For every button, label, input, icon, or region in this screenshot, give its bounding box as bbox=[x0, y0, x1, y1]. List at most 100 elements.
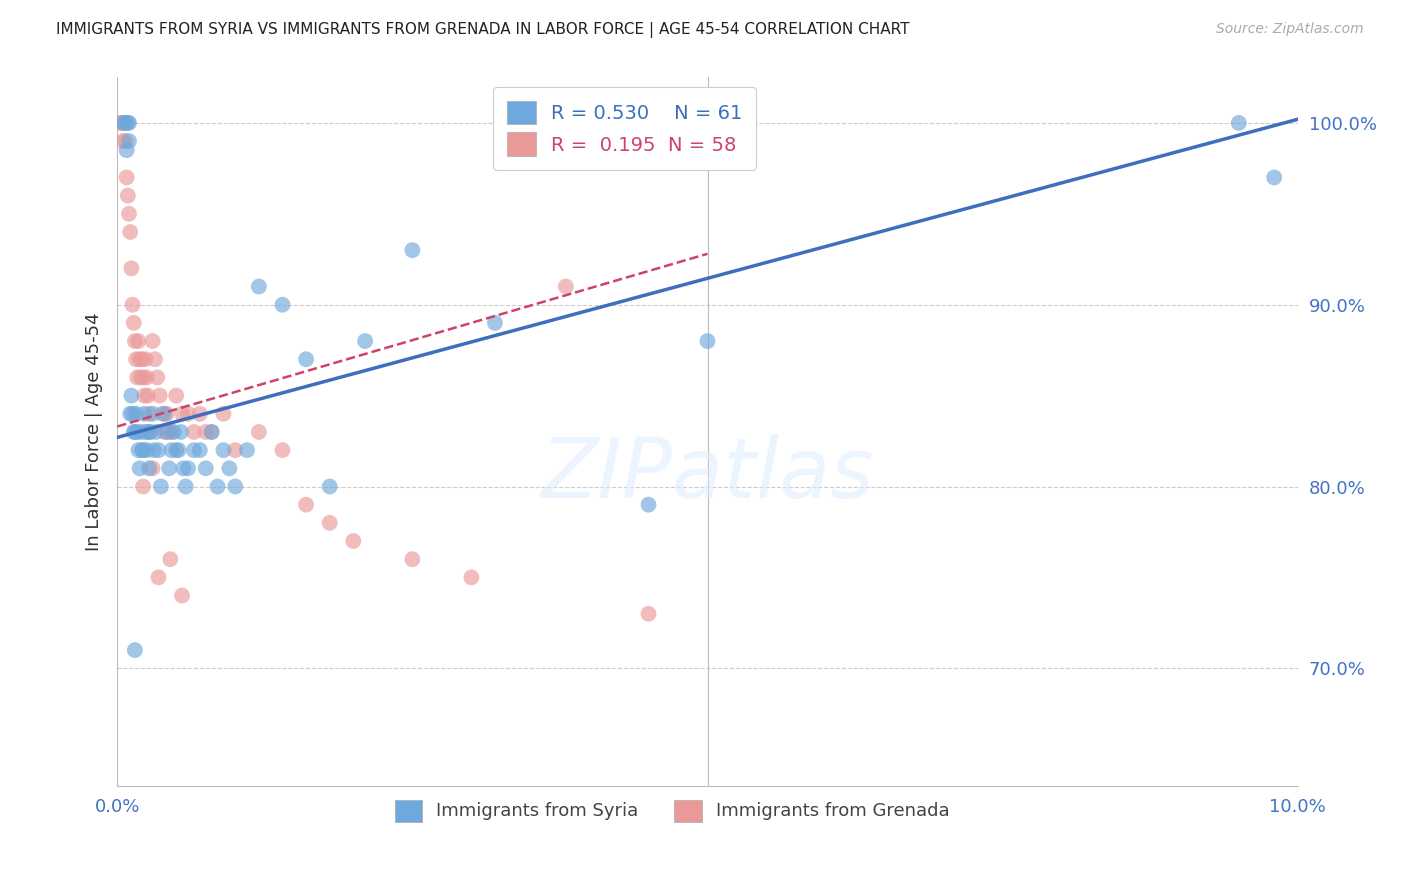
Legend: Immigrants from Syria, Immigrants from Grenada: Immigrants from Syria, Immigrants from G… bbox=[382, 787, 962, 834]
Point bbox=[271, 298, 294, 312]
Point bbox=[117, 188, 139, 202]
Point bbox=[172, 461, 194, 475]
Point bbox=[115, 170, 138, 185]
Point bbox=[207, 479, 229, 493]
Point bbox=[295, 498, 318, 512]
Point bbox=[118, 116, 141, 130]
Point bbox=[127, 425, 149, 439]
Point bbox=[142, 461, 165, 475]
Point bbox=[172, 407, 194, 421]
Point bbox=[156, 425, 179, 439]
Point bbox=[131, 352, 153, 367]
Point bbox=[183, 443, 205, 458]
Point bbox=[125, 407, 148, 421]
Point bbox=[129, 425, 152, 439]
Point bbox=[134, 407, 156, 421]
Point bbox=[218, 461, 240, 475]
Point bbox=[188, 407, 211, 421]
Point bbox=[148, 443, 170, 458]
Point bbox=[127, 443, 149, 458]
Point bbox=[401, 243, 423, 257]
Point bbox=[149, 388, 172, 402]
Point bbox=[165, 388, 187, 402]
Text: ZIPatlas: ZIPatlas bbox=[541, 434, 875, 515]
Point bbox=[188, 443, 211, 458]
Point bbox=[247, 425, 270, 439]
Point bbox=[295, 352, 318, 367]
Point bbox=[136, 388, 159, 402]
Point bbox=[174, 479, 197, 493]
Point bbox=[194, 461, 217, 475]
Point bbox=[135, 443, 157, 458]
Point bbox=[132, 443, 155, 458]
Point bbox=[131, 443, 153, 458]
Point bbox=[129, 370, 152, 384]
Point bbox=[125, 352, 148, 367]
Point bbox=[212, 443, 235, 458]
Point bbox=[160, 443, 183, 458]
Point bbox=[120, 225, 142, 239]
Point bbox=[135, 370, 157, 384]
Point bbox=[139, 425, 162, 439]
Point bbox=[134, 388, 156, 402]
Point bbox=[112, 134, 135, 148]
Point bbox=[554, 279, 576, 293]
Point bbox=[177, 407, 200, 421]
Point bbox=[212, 407, 235, 421]
Point bbox=[165, 443, 187, 458]
Point bbox=[460, 570, 482, 584]
Point bbox=[150, 407, 173, 421]
Point bbox=[170, 425, 193, 439]
Point bbox=[194, 425, 217, 439]
Point bbox=[1227, 116, 1250, 130]
Point bbox=[342, 534, 364, 549]
Text: IMMIGRANTS FROM SYRIA VS IMMIGRANTS FROM GRENADA IN LABOR FORCE | AGE 45-54 CORR: IMMIGRANTS FROM SYRIA VS IMMIGRANTS FROM… bbox=[56, 22, 910, 38]
Point bbox=[236, 443, 259, 458]
Point bbox=[128, 352, 150, 367]
Point bbox=[153, 425, 176, 439]
Point bbox=[354, 334, 377, 348]
Point bbox=[224, 443, 246, 458]
Point bbox=[120, 388, 142, 402]
Point bbox=[114, 134, 136, 148]
Point bbox=[124, 643, 146, 657]
Point bbox=[122, 425, 145, 439]
Point bbox=[172, 589, 194, 603]
Point bbox=[124, 425, 146, 439]
Point bbox=[136, 425, 159, 439]
Point bbox=[122, 316, 145, 330]
Point bbox=[115, 143, 138, 157]
Point bbox=[167, 443, 190, 458]
Point bbox=[132, 479, 155, 493]
Point bbox=[1263, 170, 1285, 185]
Point bbox=[112, 116, 135, 130]
Point bbox=[146, 370, 169, 384]
Point bbox=[401, 552, 423, 566]
Point bbox=[163, 425, 186, 439]
Point bbox=[484, 316, 506, 330]
Y-axis label: In Labor Force | Age 45-54: In Labor Force | Age 45-54 bbox=[86, 313, 103, 551]
Point bbox=[132, 370, 155, 384]
Point bbox=[127, 334, 149, 348]
Point bbox=[114, 116, 136, 130]
Point bbox=[148, 570, 170, 584]
Point bbox=[224, 479, 246, 493]
Point bbox=[201, 425, 224, 439]
Point bbox=[108, 116, 131, 130]
Point bbox=[112, 116, 135, 130]
Point bbox=[124, 334, 146, 348]
Point bbox=[177, 461, 200, 475]
Point bbox=[111, 116, 134, 130]
Point bbox=[117, 116, 139, 130]
Point bbox=[139, 425, 162, 439]
Text: Source: ZipAtlas.com: Source: ZipAtlas.com bbox=[1216, 22, 1364, 37]
Point bbox=[318, 479, 340, 493]
Point bbox=[201, 425, 224, 439]
Point bbox=[157, 425, 180, 439]
Point bbox=[183, 425, 205, 439]
Point bbox=[318, 516, 340, 530]
Point bbox=[156, 407, 179, 421]
Point bbox=[160, 425, 183, 439]
Point bbox=[142, 443, 165, 458]
Point bbox=[696, 334, 718, 348]
